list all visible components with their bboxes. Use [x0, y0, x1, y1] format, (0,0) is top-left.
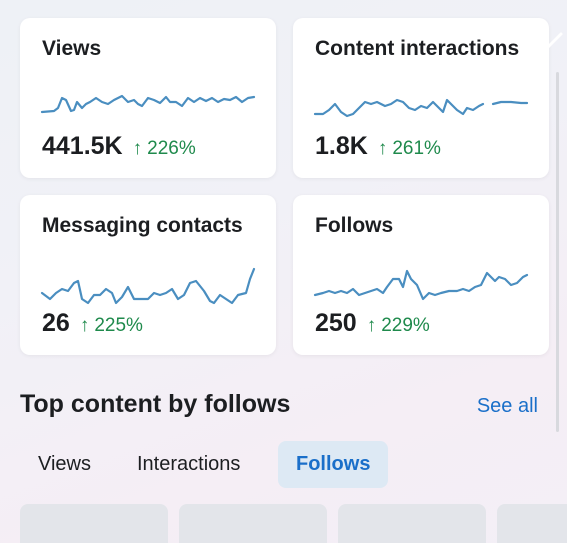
content-interactions-sparkline [313, 98, 529, 118]
metric-card-views[interactable]: Views 441.5K ↑ 226% [20, 18, 276, 178]
metric-title: Messaging contacts [42, 214, 243, 237]
messaging-contacts-sparkline [40, 267, 256, 305]
metric-title: Follows [315, 214, 394, 237]
metric-change: ↑ 226% [133, 138, 196, 160]
metric-change-percent: 261% [392, 138, 441, 159]
content-thumbnail[interactable] [338, 504, 486, 543]
metric-title: Content interactions [315, 37, 520, 60]
scrollbar-track[interactable] [556, 72, 559, 432]
metric-change-percent: 225% [94, 315, 143, 336]
arrow-up-icon: ↑ [79, 315, 90, 336]
metric-card-messaging-contacts[interactable]: Messaging contacts 26 ↑ 225% [20, 195, 276, 355]
metric-stat: 441.5K ↑ 226% [42, 132, 196, 161]
tab-interactions[interactable]: Interactions [137, 453, 241, 475]
edge-decoration-icon [541, 32, 563, 54]
metric-stat: 26 ↑ 225% [42, 309, 143, 338]
views-sparkline [40, 94, 256, 114]
metric-change-percent: 229% [381, 315, 430, 336]
follows-sparkline [313, 269, 529, 301]
see-all-link[interactable]: See all [476, 395, 538, 417]
tab-follows[interactable]: Follows [278, 441, 389, 488]
content-thumbnail[interactable] [20, 504, 168, 543]
content-thumbnail[interactable] [179, 504, 327, 543]
metric-value: 441.5K [42, 132, 123, 160]
metric-change: ↑ 261% [378, 138, 441, 160]
metric-stat: 1.8K ↑ 261% [315, 132, 441, 161]
metric-change: ↑ 225% [80, 315, 143, 337]
metric-change: ↑ 229% [367, 315, 430, 337]
arrow-up-icon: ↑ [377, 138, 388, 159]
metric-change-percent: 226% [147, 138, 196, 159]
content-thumbnail[interactable] [497, 504, 567, 543]
metric-title: Views [42, 37, 102, 60]
arrow-up-icon: ↑ [366, 315, 377, 336]
arrow-up-icon: ↑ [132, 138, 143, 159]
metric-value: 26 [42, 309, 70, 337]
metric-card-content-interactions[interactable]: Content interactions 1.8K ↑ 261% [293, 18, 549, 178]
metric-value: 1.8K [315, 132, 368, 160]
metric-value: 250 [315, 309, 357, 337]
metric-card-follows[interactable]: Follows 250 ↑ 229% [293, 195, 549, 355]
metric-stat: 250 ↑ 229% [315, 309, 430, 338]
tab-views[interactable]: Views [38, 453, 91, 475]
section-title: Top content by follows [20, 390, 291, 418]
